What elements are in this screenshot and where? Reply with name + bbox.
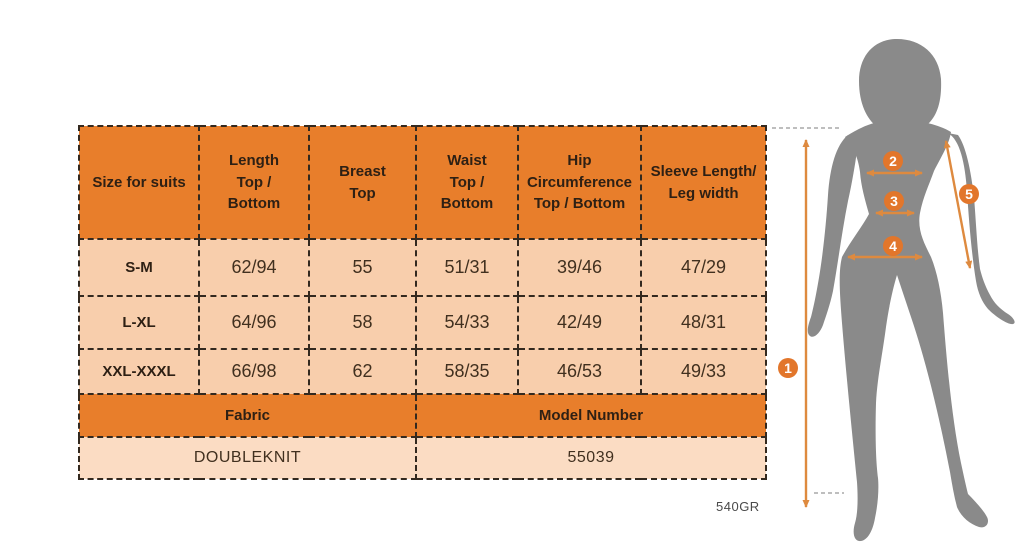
marker-5: 5 [959,184,979,204]
marker-3-label: 3 [890,193,898,209]
value-cell: 39/46 [517,238,642,297]
table-row: L-XL 64/96 58 54/33 42/49 48/31 [78,295,767,350]
sleeve-arrow [943,140,973,269]
value-cell: 58/35 [415,348,519,395]
measurement-arrows [802,139,973,508]
table-footer-label-row: Fabric Model Number [78,393,767,438]
value-cell: 55 [308,238,417,297]
fabric-label: Fabric [78,393,417,438]
header-waist: Waist Top / Bottom [415,125,519,240]
marker-5-label: 5 [965,186,973,202]
size-label: S-M [78,238,200,297]
header-hip: Hip Circumference Top / Bottom [517,125,642,240]
table-footer-value-row: DOUBLEKNIT 55039 [78,436,767,480]
table-row: S-M 62/94 55 51/31 39/46 47/29 [78,238,767,297]
model-number-label: Model Number [415,393,767,438]
marker-4-label: 4 [889,238,897,254]
woman-silhouette [807,39,1015,542]
size-label: L-XL [78,295,200,350]
weight-note: 540GR [716,499,760,514]
silhouette-left-arm [807,135,857,337]
model-number-value: 55039 [415,436,767,480]
header-breast: Breast Top [308,125,417,240]
female-silhouette-diagram: 1 2 3 4 5 [772,39,1015,542]
value-cell: 48/31 [640,295,767,350]
value-cell: 58 [308,295,417,350]
value-cell: 62 [308,348,417,395]
value-cell: 54/33 [415,295,519,350]
measurement-diagram: 1 2 3 4 5 [770,25,1024,546]
header-size-for-suits: Size for suits [78,125,200,240]
size-chart-table: Size for suits Length Top / Bottom Breas… [78,125,767,480]
marker-1-label: 1 [784,360,792,376]
value-cell: 51/31 [415,238,519,297]
table-header-row: Size for suits Length Top / Bottom Breas… [78,125,767,240]
header-sleeve: Sleeve Length/ Leg width [640,125,767,240]
value-cell: 64/96 [198,295,310,350]
silhouette-body [839,120,989,542]
silhouette-right-arm [948,133,1015,325]
fabric-value: DOUBLEKNIT [78,436,417,480]
value-cell: 42/49 [517,295,642,350]
value-cell: 47/29 [640,238,767,297]
measurement-markers: 1 2 3 4 5 [778,151,979,378]
value-cell: 49/33 [640,348,767,395]
table-row: XXL-XXXL 66/98 62 58/35 46/53 49/33 [78,348,767,395]
marker-4: 4 [883,236,903,256]
marker-1: 1 [778,358,798,378]
marker-3: 3 [884,191,904,211]
value-cell: 46/53 [517,348,642,395]
header-length: Length Top / Bottom [198,125,310,240]
value-cell: 66/98 [198,348,310,395]
marker-2: 2 [883,151,903,171]
size-label: XXL-XXXL [78,348,200,395]
marker-2-label: 2 [889,153,897,169]
value-cell: 62/94 [198,238,310,297]
